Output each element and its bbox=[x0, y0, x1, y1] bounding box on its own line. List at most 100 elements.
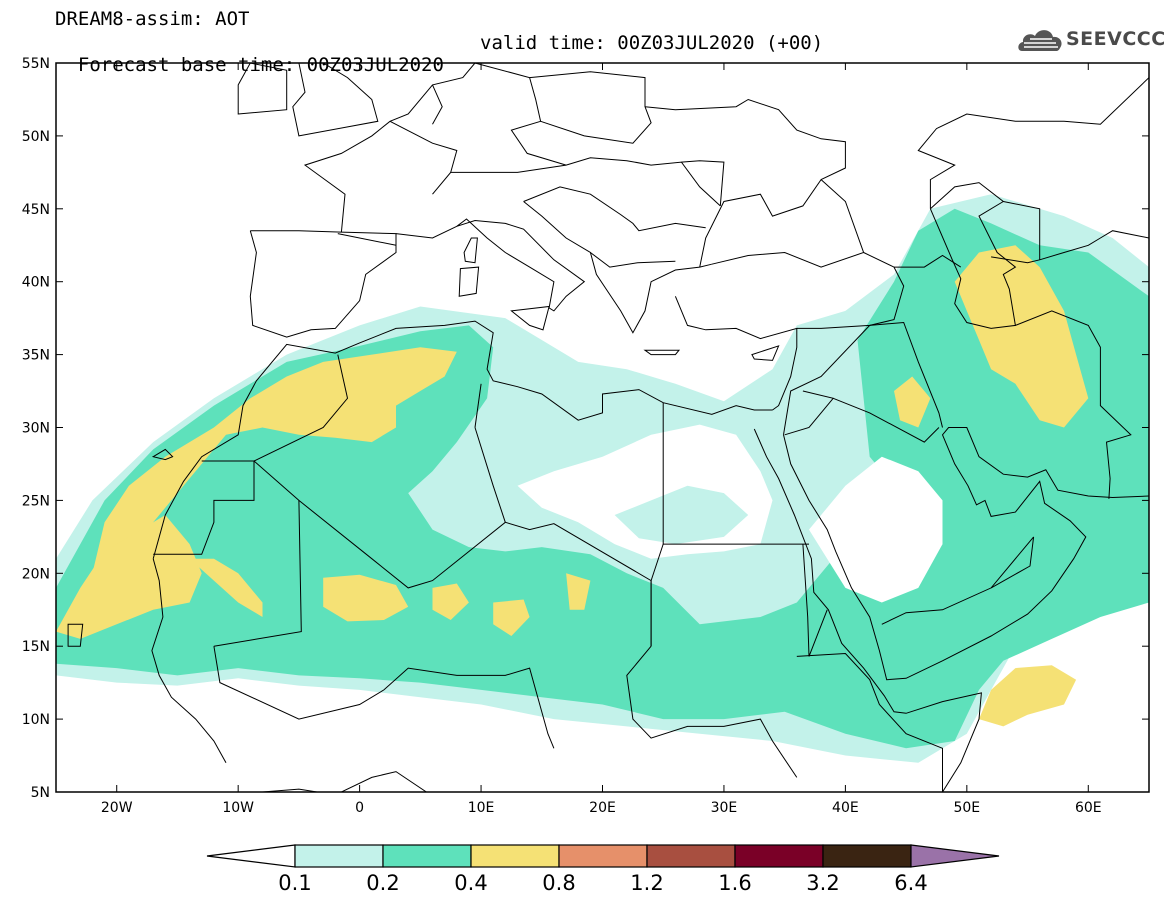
border-line bbox=[881, 536, 1034, 625]
seevccc-logo: SEEVCCC bbox=[1016, 24, 1165, 56]
island-outline bbox=[237, 63, 288, 115]
aot-band-0.4-coast bbox=[56, 515, 202, 639]
colorbar-level-label: 1.6 bbox=[718, 871, 751, 895]
border-line bbox=[213, 500, 302, 647]
aot-fields bbox=[56, 194, 1149, 763]
island-outline bbox=[463, 237, 478, 264]
lon-tick-label: 10E bbox=[468, 800, 495, 816]
border-line bbox=[1015, 310, 1132, 499]
border-line bbox=[796, 652, 943, 792]
colorbar-over-triangle bbox=[910, 844, 1000, 868]
colorbar-swatch bbox=[822, 844, 912, 868]
colorbar-swatch bbox=[382, 844, 472, 868]
island-outline bbox=[643, 349, 681, 356]
border-line bbox=[644, 98, 846, 181]
colorbar-swatch bbox=[734, 844, 824, 868]
aot-band-0.4-oman bbox=[979, 665, 1077, 727]
lat-tick-label: 25N bbox=[22, 493, 50, 509]
border-line bbox=[249, 230, 397, 338]
lat-tick-label: 15N bbox=[22, 639, 50, 655]
lat-tick-label: 5N bbox=[31, 785, 50, 801]
aot-band-0.4-iraq bbox=[894, 376, 931, 428]
lon-tick-label: 50E bbox=[953, 800, 980, 816]
aot-band-0.4-chad bbox=[566, 573, 591, 610]
border-line bbox=[523, 186, 706, 232]
lat-tick-label: 20N bbox=[22, 566, 50, 582]
island-outline bbox=[151, 448, 174, 461]
border-line bbox=[474, 383, 482, 428]
colorbar-swatch bbox=[470, 844, 560, 868]
colorbar-swatch bbox=[646, 844, 736, 868]
lon-tick-label: 40E bbox=[832, 800, 859, 816]
aot-band-0.4-niger1 bbox=[432, 583, 469, 620]
colorbar-level-label: 3.2 bbox=[806, 871, 839, 895]
border-line bbox=[990, 536, 1035, 589]
border-line bbox=[802, 544, 828, 657]
border-line bbox=[152, 320, 773, 559]
base-time-text: Forecast base time: 00Z03JUL2020 bbox=[77, 54, 444, 76]
border-line bbox=[474, 427, 506, 523]
border-line bbox=[929, 182, 1017, 329]
logo-text: SEEVCCC bbox=[1066, 28, 1165, 50]
border-line bbox=[432, 157, 721, 207]
border-line bbox=[523, 201, 712, 334]
border-line bbox=[833, 397, 940, 443]
border-line bbox=[783, 321, 943, 435]
lat-tick-label: 40N bbox=[22, 275, 50, 291]
lat-tick-label: 45N bbox=[22, 202, 50, 218]
border-line bbox=[303, 63, 476, 233]
border-line bbox=[650, 543, 664, 581]
colorbar-level-label: 0.4 bbox=[454, 871, 487, 895]
border-line bbox=[991, 230, 1149, 264]
forecast-base-time: Forecast base time: 00Z03JUL2020 valid t… bbox=[55, 32, 823, 98]
lon-tick-label: 0 bbox=[355, 800, 364, 816]
aot-band-0.1-egypt bbox=[614, 485, 749, 545]
country-borders bbox=[67, 63, 1149, 792]
border-line bbox=[894, 254, 962, 268]
lon-tick-label: 20W bbox=[101, 800, 133, 816]
lon-tick-label: 30E bbox=[711, 800, 738, 816]
colorbar-level-label: 0.2 bbox=[366, 871, 399, 895]
border-line bbox=[626, 645, 798, 778]
border-line bbox=[783, 427, 1149, 681]
lat-tick-label: 30N bbox=[22, 421, 50, 437]
border-line bbox=[529, 71, 652, 144]
valid-time-text: valid time: 00Z03JUL2020 (+00) bbox=[480, 32, 824, 54]
island-outline bbox=[292, 63, 379, 137]
aot-band-0.4-mali bbox=[323, 574, 409, 622]
axis-ticks: 55N 50N 45N 40N 35N 30N 25N 20N 15N 10N 5N 20W 10W 0 1… bbox=[22, 56, 1149, 816]
border-line bbox=[151, 558, 227, 764]
aot-band-0.4-iran bbox=[954, 245, 1089, 428]
border-line bbox=[917, 77, 1149, 209]
colorbar: 0.1 0.2 0.4 0.8 1.2 1.6 3.2 6.4 bbox=[206, 844, 1000, 895]
border-line bbox=[395, 218, 586, 312]
border-line bbox=[213, 646, 555, 749]
colorbar-swatch bbox=[558, 844, 648, 868]
border-line bbox=[674, 296, 798, 411]
border-line bbox=[681, 160, 725, 206]
cloud-icon bbox=[1018, 30, 1062, 51]
border-line bbox=[1003, 201, 1041, 260]
lon-tick-label: 60E bbox=[1075, 800, 1102, 816]
border-line bbox=[253, 354, 349, 462]
aot-band-0.4-morocco bbox=[92, 347, 457, 574]
border-line bbox=[753, 428, 982, 792]
island-outline bbox=[751, 345, 780, 361]
border-line bbox=[784, 390, 835, 436]
colorbar-level-label: 1.2 bbox=[630, 871, 663, 895]
aot-band-0.4-niger2 bbox=[493, 599, 530, 636]
border-line bbox=[590, 252, 676, 268]
lon-tick-label: 20E bbox=[589, 800, 616, 816]
border-line bbox=[389, 120, 458, 173]
aot-band-0.4-mauritania bbox=[189, 558, 263, 617]
border-line bbox=[432, 84, 443, 125]
border-line bbox=[253, 460, 652, 647]
map-title: DREAM8-assim: AOT bbox=[55, 8, 250, 30]
colorbar-under-triangle bbox=[206, 844, 296, 868]
lon-tick-label: 10W bbox=[222, 800, 254, 816]
colorbar-level-label: 6.4 bbox=[894, 871, 927, 895]
colorbar-level-label: 0.1 bbox=[278, 871, 311, 895]
colorbar-swatch bbox=[294, 844, 384, 868]
lat-tick-label: 55N bbox=[22, 56, 50, 72]
